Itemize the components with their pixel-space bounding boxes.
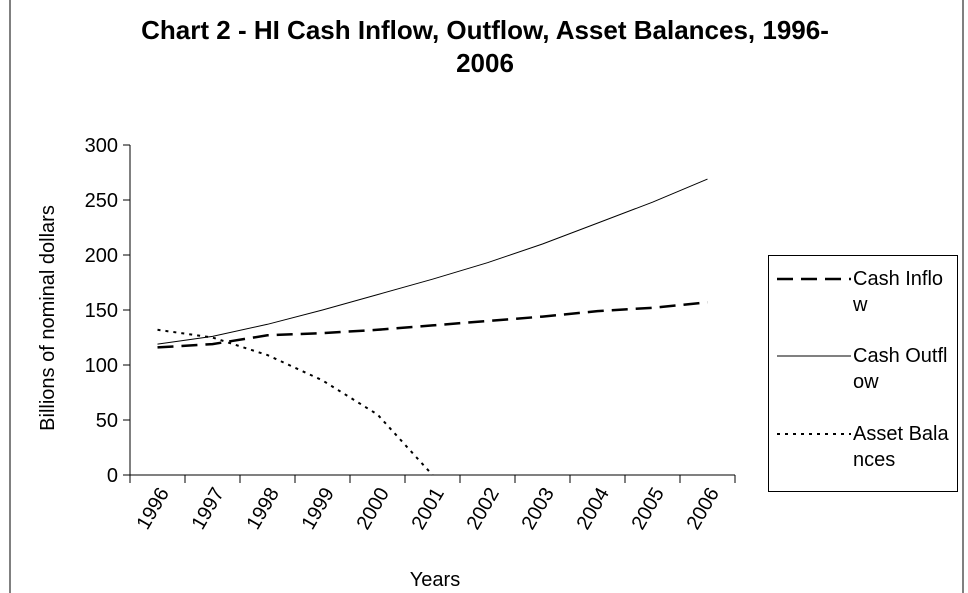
x-tick-label: 1998 bbox=[243, 484, 284, 534]
series-line bbox=[157, 301, 708, 349]
legend-swatches bbox=[777, 277, 851, 435]
x-axis-title: Years bbox=[410, 569, 460, 591]
y-tick-label: 0 bbox=[107, 465, 118, 487]
x-tick-label: 2000 bbox=[353, 484, 394, 534]
y-tick-label: 100 bbox=[85, 355, 118, 377]
legend-label: Cash Inflow bbox=[853, 268, 944, 316]
series-line bbox=[157, 328, 434, 476]
y-tick-label: 300 bbox=[85, 135, 118, 157]
legend-label: Asset Balances bbox=[853, 423, 949, 471]
chart-title: Chart 2 - HI Cash Inflow, Outflow, Asset… bbox=[141, 15, 829, 78]
chart-frame bbox=[9, 0, 964, 593]
y-tick-label: 150 bbox=[85, 300, 118, 322]
y-tick-label: 50 bbox=[96, 410, 118, 432]
series-line bbox=[157, 178, 708, 345]
x-tick-label: 2003 bbox=[518, 484, 559, 534]
x-tick-label: 1999 bbox=[298, 484, 339, 534]
x-tick-label: 2005 bbox=[628, 484, 669, 534]
x-tick-label: 1996 bbox=[133, 484, 174, 534]
x-tick-label: 1997 bbox=[188, 484, 229, 534]
x-tick-label: 2006 bbox=[683, 484, 724, 534]
legend-label: Cash Outflow bbox=[853, 345, 948, 393]
y-tick-label: 250 bbox=[85, 190, 118, 212]
y-tick-label: 200 bbox=[85, 245, 118, 267]
y-axis-title: Billions of nominal dollars bbox=[37, 205, 59, 431]
x-tick-label: 2004 bbox=[573, 484, 614, 534]
legend: Cash Inflow Cash Outflow Asset Balances bbox=[768, 255, 958, 492]
x-tick-label: 2002 bbox=[463, 484, 504, 534]
x-tick-label: 2001 bbox=[408, 484, 449, 534]
